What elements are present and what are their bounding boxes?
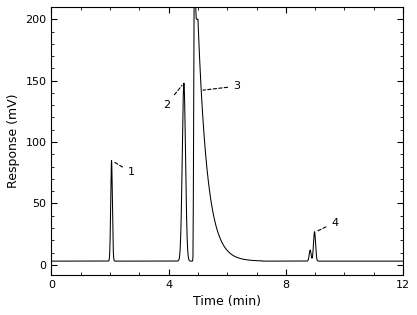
Y-axis label: Response (mV): Response (mV) xyxy=(7,94,20,188)
Text: 3: 3 xyxy=(203,81,240,91)
X-axis label: Time (min): Time (min) xyxy=(193,295,261,308)
Text: 1: 1 xyxy=(114,162,135,177)
Text: 2: 2 xyxy=(163,85,182,110)
Text: 4: 4 xyxy=(316,218,338,232)
